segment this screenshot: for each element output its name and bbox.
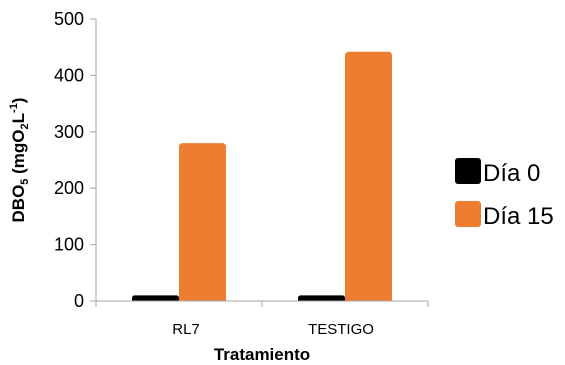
y-tick-label-100: 100 [54, 235, 84, 255]
y-tick-label-300: 300 [54, 122, 84, 142]
legend: Día 0 Día 15 [455, 158, 554, 230]
category-label-testigo: TESTIGO [308, 321, 374, 338]
y-axis-ticks: 0 100 200 300 400 500 [54, 9, 96, 311]
y-title-base: DBO [9, 185, 28, 223]
y-title-sub-5: 5 [19, 179, 31, 185]
legend-label-dia-0: Día 0 [483, 160, 540, 187]
legend-swatch-dia-15 [455, 201, 481, 227]
category-label-rl7: RL7 [172, 321, 200, 338]
x-axis-ticks [95, 301, 429, 307]
y-axis-title: DBO5 (mgO2L-1) [8, 98, 31, 223]
y-tick-label-0: 0 [74, 291, 84, 311]
legend-swatch-dia-0 [455, 158, 481, 184]
y-tick-label-500: 500 [54, 9, 84, 29]
y-title-sub-2: 2 [19, 123, 31, 129]
y-tick-label-400: 400 [54, 65, 84, 85]
bars [132, 51, 392, 301]
y-tick-label-200: 200 [54, 178, 84, 198]
legend-label-dia-15: Día 15 [483, 203, 554, 230]
bar-rl7-series-1 [179, 143, 226, 301]
bar-testigo-series-1 [345, 51, 392, 301]
bar-testigo-series-0 [298, 295, 345, 301]
bar-rl7-series-0 [132, 295, 179, 301]
y-title-close: ) [9, 98, 28, 104]
y-title-unit-start: (mgO [9, 129, 28, 178]
y-title-unit-l: L [9, 113, 28, 123]
y-title-sup-neg1: -1 [8, 103, 20, 113]
x-axis-title: Tratamiento [214, 345, 310, 364]
